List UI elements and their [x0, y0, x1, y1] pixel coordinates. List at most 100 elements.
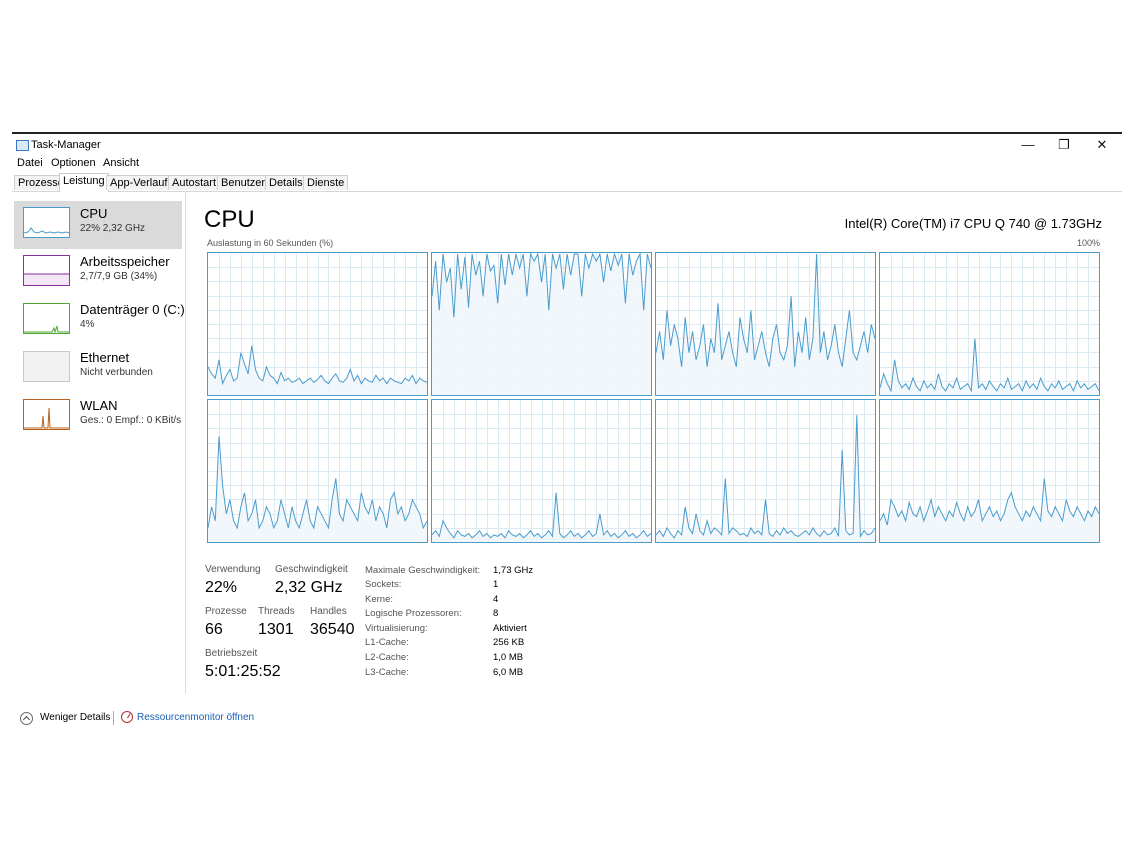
- close-button[interactable]: ✕: [1096, 137, 1108, 152]
- core-graph-4: [879, 252, 1100, 396]
- usage-label: Verwendung: [205, 564, 261, 575]
- handles-value: 36540: [310, 621, 355, 638]
- core-usage-line: [880, 338, 1099, 393]
- core-usage-area: [656, 415, 875, 542]
- sidebar-sublabel: 2,7/7,9 GB (34%): [80, 271, 158, 282]
- minimize-button[interactable]: —: [1021, 137, 1035, 152]
- tab-benutzer[interactable]: Benutzer: [217, 175, 270, 190]
- less-details-link[interactable]: Weniger Details: [40, 712, 111, 723]
- processes-value: 66: [205, 621, 223, 638]
- max-speed-key: Maximale Geschwindigkeit:: [365, 565, 481, 576]
- tab-details[interactable]: Details: [265, 175, 307, 190]
- core-usage-line: [208, 345, 427, 386]
- speed-value: 2,32 GHz: [275, 579, 343, 596]
- window-title: Task-Manager: [31, 139, 101, 151]
- footer-bar: Weniger Details Ressourcenmonitor öffnen: [12, 704, 1122, 732]
- l2-cache-value: 1,0 MB: [493, 652, 524, 663]
- max-speed-value: 1,73 GHz: [493, 565, 534, 576]
- sidebar-label: Ethernet: [80, 350, 130, 365]
- menu-bar: Datei Optionen Ansicht: [12, 156, 1122, 172]
- core-graph-6: [431, 399, 652, 543]
- core-usage-area: [880, 338, 1099, 395]
- sidebar-item-ethernet[interactable]: Ethernet Nicht verbunden: [14, 345, 182, 393]
- core-usage-area: [208, 436, 427, 542]
- core-graph-7: [655, 399, 876, 543]
- restore-button[interactable]: ❐: [1058, 137, 1070, 152]
- uptime-label: Betriebszeit: [205, 648, 258, 659]
- ethernet-thumbnail-graph: [23, 351, 70, 382]
- menu-datei[interactable]: Datei: [17, 157, 43, 169]
- l1-cache-value: 256 KB: [493, 637, 525, 648]
- threads-label: Threads: [258, 606, 295, 617]
- core-usage-line: [432, 492, 651, 539]
- core-graph-5: [207, 399, 428, 543]
- core-usage-area: [432, 254, 651, 395]
- core-usage-area: [880, 478, 1099, 542]
- speed-label: Geschwindigkeit: [275, 564, 348, 575]
- core-graph-1: [207, 252, 428, 396]
- cpu-thumbnail-graph: [23, 207, 70, 238]
- sidebar-item-datentraeger[interactable]: Datenträger 0 (C:) 4%: [14, 297, 185, 345]
- resource-monitor-link[interactable]: Ressourcenmonitor öffnen: [137, 712, 255, 723]
- usage-value: 22%: [205, 579, 238, 596]
- sidebar-label: Datenträger 0 (C:): [80, 302, 185, 317]
- uptime-value: 5:01:25:52: [205, 663, 281, 680]
- cores-value: 4: [493, 594, 499, 605]
- logical-processors-value: 8: [493, 608, 499, 619]
- tab-dienste[interactable]: Dienste: [303, 175, 349, 190]
- core-usage-area: [432, 492, 651, 542]
- core-usage-line: [208, 436, 427, 530]
- threads-value: 1301: [258, 621, 294, 638]
- menu-optionen[interactable]: Optionen: [51, 157, 96, 169]
- l1-cache-key: L1-Cache:: [365, 637, 409, 648]
- logical-processors-key: Logische Prozessoren:: [365, 608, 462, 619]
- core-graph-2: [431, 252, 652, 396]
- divider: [113, 711, 114, 725]
- sidebar-sublabel: Nicht verbunden: [80, 367, 153, 378]
- core-usage-line: [880, 478, 1099, 526]
- virtualization-key: Virtualisierung:: [365, 623, 428, 634]
- sidebar-sublabel: 4%: [80, 319, 95, 330]
- tab-app-verlauf[interactable]: App-Verlauf: [106, 175, 172, 190]
- performance-sidebar: CPU 22% 2,32 GHz Arbeitsspeicher 2,7/7,9…: [12, 191, 186, 694]
- core-usage-area: [656, 254, 875, 395]
- chart-caption: Auslastung in 60 Sekunden (%): [207, 238, 334, 248]
- memory-thumbnail-graph: [23, 255, 70, 286]
- cores-key: Kerne:: [365, 594, 393, 605]
- tab-bar: Prozesse Leistung App-Verlauf Autostart …: [12, 173, 1122, 192]
- core-usage-line: [656, 415, 875, 539]
- virtualization-value: Aktiviert: [493, 623, 527, 634]
- core-usage-line: [432, 253, 651, 318]
- sidebar-sublabel: Ges.: 0 Empf.: 0 KBit/s: [80, 415, 182, 426]
- l2-cache-key: L2-Cache:: [365, 652, 409, 663]
- tab-leistung[interactable]: Leistung: [59, 173, 109, 192]
- core-usage-line: [656, 253, 875, 367]
- sidebar-label: CPU: [80, 206, 108, 221]
- chart-max-label: 100%: [1076, 238, 1100, 248]
- cpu-model-name: Intel(R) Core(TM) i7 CPU Q 740 @ 1.73GHz: [844, 216, 1102, 231]
- sidebar-item-wlan[interactable]: WLAN Ges.: 0 Empf.: 0 KBit/s: [14, 393, 182, 441]
- sidebar-sublabel: 22% 2,32 GHz: [80, 223, 146, 234]
- disk-thumbnail-graph: [23, 303, 70, 334]
- sidebar-label: WLAN: [80, 398, 118, 413]
- sidebar-item-arbeitsspeicher[interactable]: Arbeitsspeicher 2,7/7,9 GB (34%): [14, 249, 182, 297]
- sidebar-item-cpu[interactable]: CPU 22% 2,32 GHz: [14, 201, 182, 249]
- cpu-detail-panel: CPU Intel(R) Core(TM) i7 CPU Q 740 @ 1.7…: [202, 191, 1112, 694]
- core-graph-8: [879, 399, 1100, 543]
- title-bar[interactable]: Task-Manager — ❐ ✕: [12, 134, 1122, 156]
- sockets-key: Sockets:: [365, 579, 402, 590]
- page-title: CPU: [204, 206, 255, 233]
- sockets-value: 1: [493, 579, 499, 590]
- menu-ansicht[interactable]: Ansicht: [103, 157, 140, 169]
- l3-cache-key: L3-Cache:: [365, 667, 409, 678]
- core-graph-3: [655, 252, 876, 396]
- wlan-thumbnail-graph: [23, 399, 70, 430]
- l3-cache-value: 6,0 MB: [493, 667, 524, 678]
- task-manager-icon: [16, 140, 29, 151]
- sidebar-label: Arbeitsspeicher: [80, 254, 170, 269]
- chevron-up-icon[interactable]: [20, 712, 33, 725]
- task-manager-window: Task-Manager — ❐ ✕ Datei Optionen Ansich…: [12, 132, 1122, 736]
- processes-label: Prozesse: [205, 606, 247, 617]
- tab-autostart[interactable]: Autostart: [168, 175, 221, 190]
- resource-monitor-icon[interactable]: [121, 711, 133, 723]
